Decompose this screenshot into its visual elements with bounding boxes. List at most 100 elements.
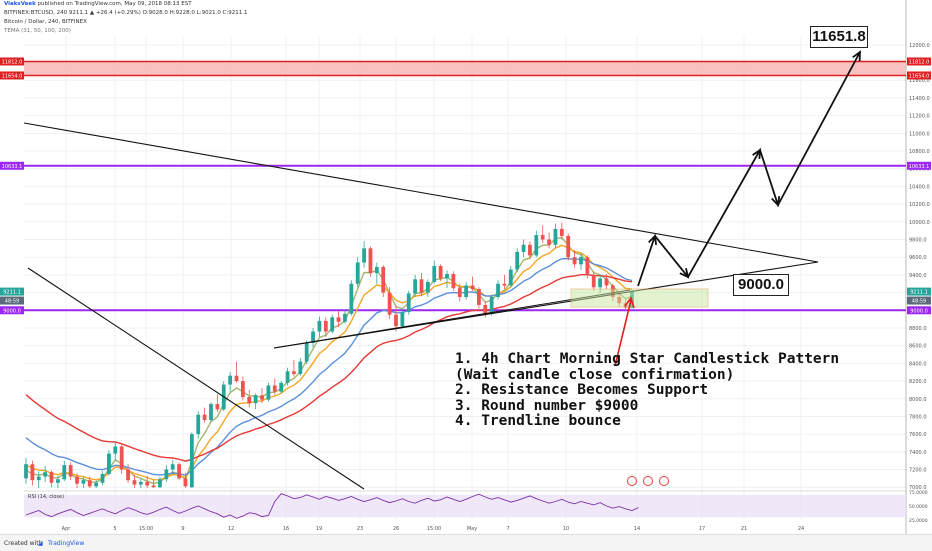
candle-body bbox=[62, 465, 67, 480]
price-axis-label: 7200.0 bbox=[909, 468, 927, 474]
candle-body bbox=[126, 469, 130, 481]
candle-body bbox=[170, 464, 175, 470]
candle-body bbox=[445, 274, 449, 279]
indicator-label: TEMA (31, 50, 100, 200) bbox=[4, 28, 71, 34]
candle-body bbox=[477, 289, 481, 305]
candle-body bbox=[508, 269, 513, 286]
candle-body bbox=[343, 313, 347, 322]
candle-body bbox=[311, 331, 315, 344]
ma-long-line bbox=[25, 274, 633, 462]
candle-body bbox=[330, 317, 335, 332]
left-current-price-tag-bg bbox=[0, 287, 24, 296]
candle-body bbox=[81, 480, 86, 484]
candle-body bbox=[489, 297, 494, 314]
candle-body bbox=[247, 396, 252, 404]
price-axis-label: 7800.0 bbox=[909, 414, 927, 420]
candle-body bbox=[183, 478, 188, 487]
author-name[interactable]: ViaksVeek bbox=[4, 1, 36, 7]
candle-body bbox=[107, 453, 111, 474]
left-level-tag: 11654.0 bbox=[2, 73, 23, 79]
candle-body bbox=[209, 404, 213, 420]
price-axis-label: 8600.0 bbox=[909, 344, 927, 350]
price-axis-label: 8400.0 bbox=[909, 361, 927, 367]
right-level-tag: 9000.0 bbox=[910, 308, 928, 314]
price-axis-label: 8800.0 bbox=[909, 326, 927, 332]
candle-body bbox=[285, 371, 290, 383]
event-flag-icon bbox=[643, 476, 653, 486]
time-axis-label: 14 bbox=[634, 526, 640, 532]
left-level-tag: 11812.0 bbox=[2, 59, 23, 65]
candle-body bbox=[119, 446, 124, 470]
candle-body bbox=[400, 312, 405, 327]
candle-body bbox=[406, 293, 411, 313]
price-axis-label: 7000.0 bbox=[909, 485, 927, 491]
price-axis-label: 9400.0 bbox=[909, 273, 927, 279]
candle-body bbox=[336, 317, 341, 322]
candle-body bbox=[145, 481, 150, 486]
price-axis-label: 7600.0 bbox=[909, 432, 927, 438]
time-axis-label: 21 bbox=[741, 526, 747, 532]
candle-body bbox=[349, 283, 354, 314]
rsi-axis-label: 25.0000 bbox=[909, 518, 928, 524]
candle-body bbox=[260, 395, 264, 400]
candle-body bbox=[228, 375, 233, 385]
price-axis-label: 9800.0 bbox=[909, 237, 927, 243]
candle-body bbox=[394, 314, 398, 327]
candle-body bbox=[298, 361, 303, 374]
right-level-tag: 10633.1 bbox=[909, 164, 930, 170]
footer-created-with: Created with bbox=[4, 540, 43, 547]
candle-body bbox=[419, 279, 424, 293]
candle-body bbox=[381, 266, 386, 293]
ma-slow-line bbox=[25, 257, 633, 476]
support-price-callout: 9000.0 bbox=[733, 274, 789, 296]
candle-body bbox=[189, 434, 194, 488]
candle-body bbox=[438, 266, 443, 279]
left-level-tag-bg bbox=[0, 161, 24, 170]
candle-body bbox=[374, 266, 379, 274]
candle-body bbox=[272, 385, 277, 392]
buy-zone-box bbox=[570, 288, 709, 308]
candle-body bbox=[355, 262, 360, 284]
candle-body bbox=[425, 281, 430, 293]
candle-body bbox=[464, 285, 469, 298]
candle-body bbox=[292, 371, 296, 374]
right-level-tag-bg bbox=[907, 57, 931, 66]
candle-body bbox=[68, 465, 73, 477]
candle-body bbox=[470, 285, 475, 290]
note-5: 4. Trendline bounce bbox=[455, 413, 621, 429]
candle-body bbox=[43, 472, 48, 477]
price-chart[interactable]: 12000.011800.011600.011400.011200.011000… bbox=[0, 0, 932, 534]
candle-body bbox=[528, 244, 532, 256]
candle-body bbox=[502, 283, 507, 286]
candle-body bbox=[585, 257, 590, 275]
symbol-line: BITFINEX:BTCUSD, 240 9211.1 ▲ +26.4 (+0.… bbox=[4, 10, 248, 16]
time-axis-label: 12 bbox=[228, 526, 234, 532]
candle-body bbox=[36, 476, 41, 481]
candle-body bbox=[387, 292, 392, 315]
candle-body bbox=[151, 485, 156, 488]
time-axis-label: 17 bbox=[699, 526, 705, 532]
note-4: 3. Round number $9000 bbox=[455, 397, 639, 414]
rsi-axis-label: 75.0000 bbox=[909, 490, 928, 496]
candle-body bbox=[521, 244, 526, 252]
candle-body bbox=[113, 446, 118, 454]
candle-body bbox=[132, 480, 137, 485]
rsi-axis-label: 50.0000 bbox=[909, 504, 928, 510]
footer-brand[interactable]: TradingView bbox=[48, 540, 85, 547]
candle-body bbox=[451, 274, 456, 289]
candle-body bbox=[75, 476, 79, 484]
chart-title: Bitcoin / Dollar, 240, BITFINEX bbox=[4, 19, 87, 25]
rsi-band bbox=[24, 494, 906, 518]
candle-body bbox=[266, 385, 271, 400]
price-axis-label: 11000.0 bbox=[909, 131, 930, 137]
candle-body bbox=[202, 414, 207, 420]
tradingview-logo-icon[interactable]: ◢ bbox=[38, 540, 43, 547]
price-axis-label: 10400.0 bbox=[909, 184, 930, 190]
resistance-zone bbox=[24, 61, 906, 76]
candle-body bbox=[368, 248, 373, 274]
note-1: 1. 4h Chart Morning Star Candlestick Pat… bbox=[455, 351, 840, 367]
candle-body bbox=[547, 239, 551, 245]
left-level-tag: 9000.0 bbox=[3, 308, 21, 314]
candle-body bbox=[534, 235, 539, 256]
candle-body bbox=[24, 464, 28, 479]
